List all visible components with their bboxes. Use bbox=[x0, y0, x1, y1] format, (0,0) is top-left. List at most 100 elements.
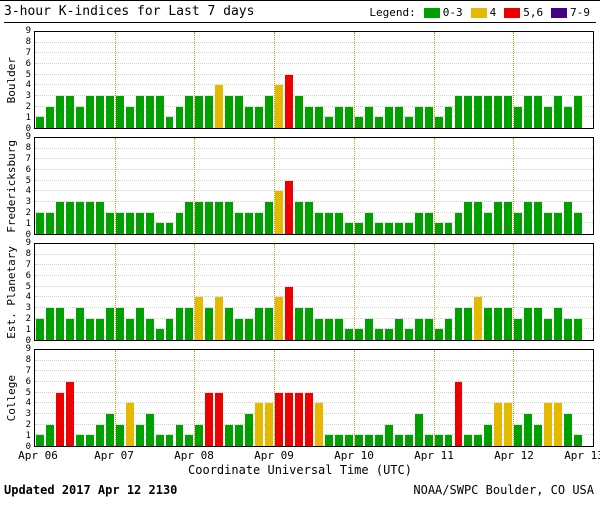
k-index-bar bbox=[544, 318, 553, 340]
k-index-bar bbox=[145, 212, 154, 234]
horizontal-gridline bbox=[35, 116, 593, 118]
day-gridline bbox=[274, 138, 276, 234]
horizontal-gridline bbox=[35, 73, 593, 75]
k-index-bar bbox=[75, 106, 84, 128]
y-tick-label: 0 bbox=[25, 442, 31, 452]
k-index-bar bbox=[165, 318, 174, 340]
k-index-bar bbox=[185, 435, 194, 446]
y-tick-label: 2 bbox=[25, 208, 31, 219]
k-index-bar bbox=[65, 382, 74, 446]
k-index-bar bbox=[225, 424, 234, 446]
k-index-panel-boulder: Boulder 0 1 2 3 4 5 6 7 8 9 bbox=[4, 26, 596, 134]
horizontal-gridline bbox=[35, 105, 593, 107]
k-index-bar bbox=[464, 435, 473, 446]
legend-item: 4 bbox=[470, 6, 496, 19]
k-index-bar bbox=[215, 392, 224, 446]
y-tick-label: 1 bbox=[25, 431, 31, 442]
k-index-bar bbox=[155, 96, 164, 128]
k-index-bar bbox=[45, 212, 54, 234]
horizontal-gridline bbox=[35, 381, 593, 382]
k-index-bar bbox=[285, 74, 294, 128]
k-index-bar bbox=[564, 202, 573, 234]
day-gridline bbox=[433, 32, 435, 128]
k-index-bar bbox=[45, 308, 54, 340]
k-index-bar bbox=[55, 96, 64, 128]
k-index-bar bbox=[534, 424, 543, 446]
k-index-bar bbox=[394, 106, 403, 128]
k-index-bar bbox=[394, 435, 403, 446]
horizontal-gridline bbox=[35, 52, 593, 54]
station-label: Boulder bbox=[4, 56, 18, 104]
k-index-bar bbox=[384, 106, 393, 128]
k-index-bar bbox=[225, 308, 234, 340]
k-index-bar bbox=[494, 308, 503, 340]
chart-header: 3-hour K-indices for Last 7 days Legend:… bbox=[4, 3, 596, 23]
k-index-bar bbox=[334, 318, 343, 340]
k-index-bar bbox=[245, 414, 254, 446]
k-index-bar bbox=[474, 435, 483, 446]
k-index-bar bbox=[374, 435, 383, 446]
k-index-bar bbox=[55, 202, 64, 234]
k-index-bar bbox=[484, 308, 493, 340]
horizontal-gridline bbox=[35, 359, 593, 361]
k-index-bar bbox=[315, 318, 323, 340]
k-index-bar bbox=[245, 318, 254, 340]
k-index-bar bbox=[524, 414, 533, 446]
k-index-bar bbox=[105, 96, 114, 128]
k-index-bar bbox=[364, 106, 373, 128]
y-tick-label: 8 bbox=[25, 142, 31, 153]
legend-item-label: 7-9 bbox=[570, 6, 590, 19]
k-index-bar bbox=[374, 117, 383, 128]
k-index-bar bbox=[524, 202, 533, 234]
horizontal-gridline bbox=[35, 402, 593, 404]
k-index-bar bbox=[354, 223, 363, 234]
k-index-bar bbox=[484, 424, 493, 446]
k-index-bar bbox=[235, 318, 244, 340]
plot-area bbox=[34, 31, 594, 129]
k-index-bar bbox=[195, 424, 204, 446]
updated-label: Updated bbox=[4, 483, 55, 497]
k-index-bar bbox=[295, 96, 304, 128]
k-index-bar bbox=[95, 424, 104, 446]
k-index-bar bbox=[265, 202, 274, 234]
legend-swatch bbox=[423, 7, 440, 18]
k-index-bar bbox=[364, 212, 373, 234]
k-index-bar bbox=[115, 212, 124, 234]
k-index-bar bbox=[55, 308, 64, 340]
k-index-bar bbox=[36, 117, 44, 128]
k-index-bar bbox=[424, 212, 433, 234]
y-tick-label: 4 bbox=[25, 292, 31, 303]
k-index-bar bbox=[324, 318, 333, 340]
k-index-bar bbox=[574, 212, 583, 234]
legend: Legend: 0-3 4 5,6 7-9 bbox=[369, 6, 594, 19]
k-index-panel-college: College 0 1 2 3 4 5 6 7 8 9 bbox=[4, 344, 596, 452]
horizontal-gridline bbox=[35, 275, 593, 276]
k-index-bar bbox=[125, 106, 134, 128]
k-index-bar bbox=[444, 318, 453, 340]
station-label: Fredericksburg bbox=[4, 139, 18, 233]
legend-item-label: 0-3 bbox=[442, 6, 463, 19]
k-index-bar bbox=[334, 212, 343, 234]
x-axis-labels: Apr 06 Apr 07 Apr 08 Apr 09 Apr 10 Apr 11 Apr … bbox=[18, 447, 600, 462]
k-index-bar bbox=[534, 96, 543, 128]
y-tick-label: 3 bbox=[25, 409, 31, 420]
k-index-bar bbox=[195, 202, 204, 234]
k-index-bar bbox=[404, 435, 413, 446]
horizontal-gridline bbox=[35, 285, 593, 287]
k-index-bar bbox=[444, 106, 453, 128]
k-index-bar bbox=[55, 392, 64, 446]
k-index-bar bbox=[494, 202, 503, 234]
horizontal-gridline bbox=[35, 41, 593, 43]
k-index-bar bbox=[404, 223, 413, 234]
horizontal-gridline bbox=[35, 84, 593, 86]
k-index-bar bbox=[255, 403, 264, 446]
k-index-bar bbox=[215, 202, 224, 234]
horizontal-gridline bbox=[35, 307, 593, 308]
x-tick-label: Apr 09 bbox=[254, 449, 294, 462]
horizontal-gridline bbox=[35, 264, 593, 266]
x-tick-label: Apr 11 bbox=[414, 449, 454, 462]
k-index-bar bbox=[265, 96, 274, 128]
k-index-bar bbox=[115, 424, 124, 446]
k-index-bar bbox=[514, 106, 523, 128]
k-index-bar bbox=[215, 297, 224, 340]
